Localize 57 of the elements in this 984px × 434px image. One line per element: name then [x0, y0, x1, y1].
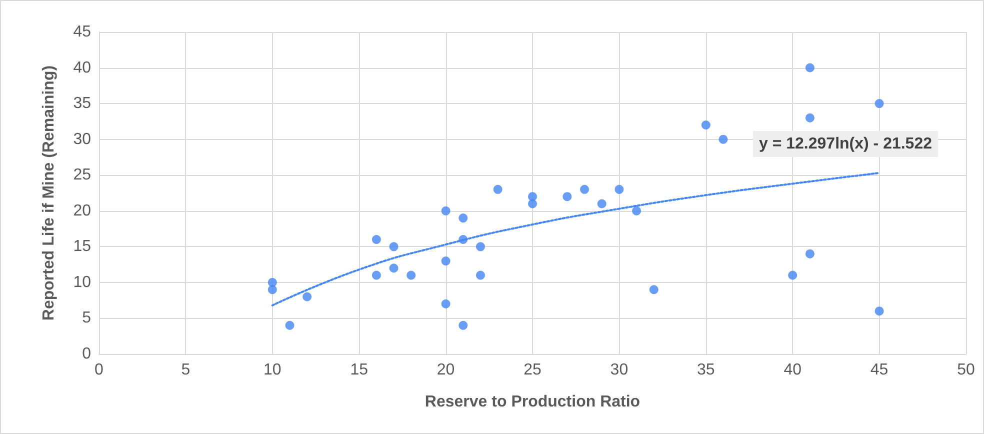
point — [805, 113, 814, 122]
point — [580, 184, 590, 194]
y-tick-label: 40 — [73, 59, 92, 76]
point — [528, 199, 537, 208]
x-tick-label: 5 — [181, 362, 190, 378]
point — [389, 242, 398, 252]
point — [632, 206, 642, 216]
x-tick-label: 0 — [94, 362, 104, 378]
point — [493, 184, 502, 194]
point — [874, 99, 884, 108]
y-tick-label: 45 — [73, 24, 92, 40]
point — [476, 270, 485, 280]
x-tick-label: 30 — [610, 362, 628, 378]
y-tick-label: 20 — [73, 202, 92, 220]
y-tick-label: 15 — [73, 238, 92, 256]
line-series — [271, 172, 880, 306]
x-tick-label: 15 — [350, 362, 368, 378]
point — [268, 285, 277, 294]
y-tick-label: 0 — [82, 346, 92, 362]
x-tick-label: 45 — [870, 362, 888, 378]
point — [441, 206, 450, 216]
y-tick-label: 25 — [73, 166, 92, 184]
x-tick-label: 35 — [697, 362, 715, 378]
point — [701, 120, 710, 130]
point — [805, 63, 814, 72]
point — [562, 192, 572, 202]
x-tick-label: 50 — [957, 362, 975, 378]
y-tick-label: 5 — [82, 310, 92, 327]
point — [476, 242, 485, 252]
point — [406, 270, 416, 280]
point — [805, 249, 814, 258]
point — [528, 192, 537, 202]
point — [718, 134, 728, 144]
point — [285, 320, 294, 330]
point — [649, 285, 658, 294]
x-tick-label: 40 — [784, 362, 802, 378]
y-tick-label: 10 — [73, 274, 92, 291]
y-axis-title: Reported Life if Mine (Remaining) — [40, 65, 58, 321]
point — [458, 320, 468, 330]
annotation: y = 12.297ln(x) - 21.522 — [759, 136, 932, 152]
point — [874, 306, 884, 316]
point — [441, 256, 450, 266]
point — [597, 199, 606, 208]
point — [302, 292, 312, 302]
x-tick-label: 10 — [264, 362, 282, 378]
point — [788, 270, 798, 280]
x-tick-label: 20 — [436, 362, 455, 378]
point — [441, 299, 450, 308]
x-axis-title: Reserve to Production Ratio — [424, 394, 640, 410]
point — [389, 264, 398, 273]
point — [372, 270, 381, 280]
y-tick-label: 35 — [73, 95, 92, 112]
point — [614, 184, 624, 194]
point — [458, 214, 468, 223]
point — [372, 235, 381, 244]
x-tick-label: 25 — [524, 362, 542, 378]
y-tick-label: 30 — [73, 130, 92, 148]
